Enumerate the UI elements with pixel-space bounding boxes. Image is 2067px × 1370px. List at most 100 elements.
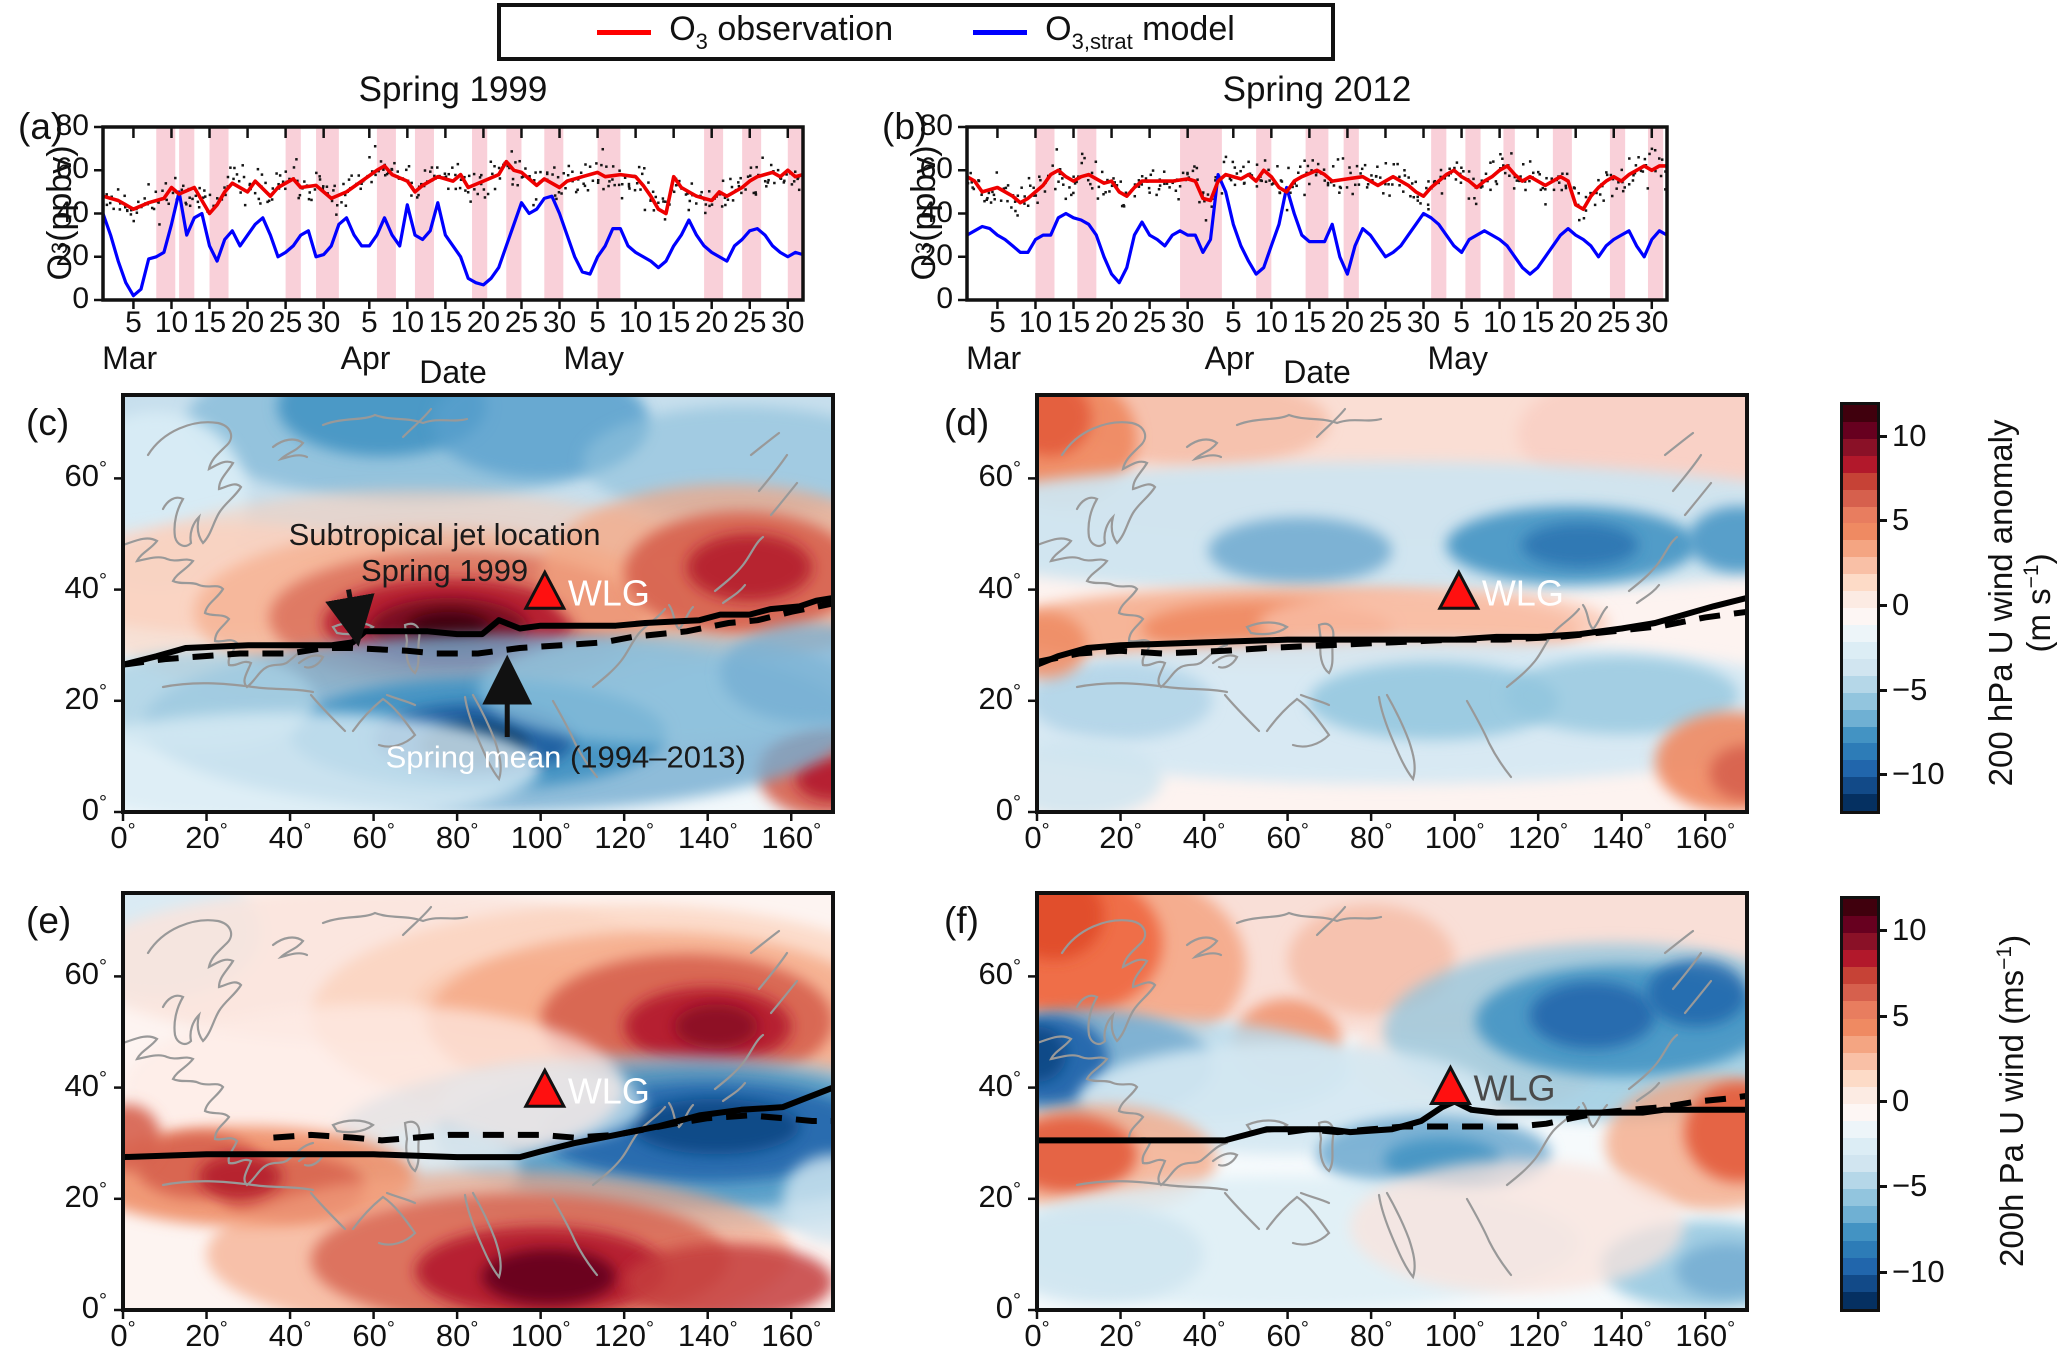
wind-anomaly-blob [482,1248,616,1305]
x-tick-label: 15 [1520,306,1555,339]
lon-tick-label: 20° [1099,820,1142,855]
colorbar-tick-label: 0 [1892,1083,1910,1118]
colorbar-segment [1843,899,1877,917]
x-tick-label: 30 [1635,306,1669,339]
lon-tick-label: 60° [1266,820,1309,855]
x-tick-label: 25 [1597,306,1631,339]
coastlines [463,1191,502,1280]
coastlines [1060,421,1157,547]
colorbar-tick [1877,929,1887,933]
legend-label-observation: O3 observation [669,9,894,54]
coastlines [1377,1191,1416,1280]
coastlines [769,481,799,517]
blue-line-swatch [973,29,1028,35]
title-spring-2012: Spring 2012 [1222,70,1412,109]
lon-tick-label: 100° [510,1318,571,1353]
coastlines [351,697,417,748]
colorbar-segment [1843,1240,1877,1258]
colorbar-tick [1877,688,1887,692]
wind-anomaly-blob [1684,1082,1747,1183]
colorbar-segment [1843,760,1877,778]
coastlines [757,951,789,991]
strat-intrusion-band [1503,128,1515,299]
coastlines [1627,1033,1679,1091]
colorbar-tick-label: −5 [1892,1168,1928,1204]
colorbar-segment [1843,1155,1877,1173]
colorbar-segment [1843,608,1877,625]
lon-tick-label: 0° [1024,820,1050,855]
colorbar-segment [1843,1172,1877,1190]
coastlines [1223,1191,1261,1231]
coastlines [385,693,417,707]
x-tick-label: 10 [1254,306,1289,339]
coastlines [401,407,433,439]
coastlines [551,1197,599,1277]
x-tick-label: 10 [618,306,653,339]
lon-tick-label: 140° [1591,1318,1652,1353]
colorbar-segment [1843,1121,1877,1139]
lon-tick-label: 120° [594,1318,655,1353]
coastlines [1671,453,1703,493]
lat-tick-label: 20° [64,680,107,716]
coastlines [1663,431,1695,457]
panel-letter-f: (f) [944,900,979,941]
lon-tick-label: 40° [1182,820,1226,855]
lon-tick-label: 160° [761,820,822,855]
o3-strat-model-line [966,172,1668,285]
strat-intrusion-band [209,128,229,299]
lat-tick-label: 40° [978,1067,1021,1103]
x-tick-label: 10 [1482,306,1517,339]
colorbar-tick [1877,1014,1887,1018]
annotation-jet-label: Subtropical jet location [289,517,601,552]
coastlines [1465,1197,1513,1277]
colorbar-segment [1843,540,1877,558]
x-tick-label: 15 [656,306,691,339]
coastlines [1683,979,1713,1015]
month-label: May [563,340,624,376]
x-tick-label: 30 [771,306,805,339]
colorbar-segment [1843,405,1877,422]
coastlines [749,431,781,457]
colorbar-segment [1843,777,1877,795]
y-tick-label: 60 [919,152,953,186]
coastlines [1265,697,1331,748]
wind-anomaly-blob [1308,661,1560,740]
lon-tick-label: 160° [1675,1318,1736,1353]
x-tick-label: 15 [192,306,227,339]
wind-anomaly-blob [624,1243,833,1310]
colorbar-tick-label: 5 [1892,502,1910,538]
wind-anomaly-blob [123,711,541,812]
lat-tick-label: 40° [64,569,107,605]
wind-anomaly-blob [1287,904,1455,1016]
jet-year-line [1037,594,1747,668]
x-tick-label: 15 [1056,306,1091,339]
colorbar-tick [1877,519,1887,523]
x-tick-label: 30 [542,306,577,339]
colorbar-segment [1843,709,1877,727]
lon-tick-label: 0° [110,820,136,855]
lon-tick-label: 100° [1424,1318,1485,1353]
coastlines [161,682,315,694]
wind-anomaly-blob [123,1104,161,1171]
lat-tick-label: 20° [64,1178,107,1214]
colorbar-segment [1843,726,1877,744]
strat-intrusion-band [156,128,176,299]
colorbar-segment [1843,557,1877,575]
colorbar-segment [1843,455,1877,473]
coastlines [401,905,433,937]
panel-letter-e: (e) [26,900,72,941]
coastlines [146,919,243,1045]
panel-letter-a: (a) [18,106,64,147]
coastlines [309,1191,347,1231]
lon-tick-label: 20° [1099,1318,1142,1353]
x-tick-label: 5 [589,306,606,339]
x-tick-label: 5 [989,306,1006,339]
strat-intrusion-band [1180,128,1222,299]
annotation-mean-label: Spring mean (1994–2013) [386,740,746,775]
strat-intrusion-band [742,128,762,299]
wlg-label: WLG [568,572,650,613]
x-tick-label: 25 [733,306,767,339]
colorbar-segment [1843,1001,1877,1019]
lon-tick-label: 120° [594,820,655,855]
colorbar-segment [1843,1103,1877,1122]
